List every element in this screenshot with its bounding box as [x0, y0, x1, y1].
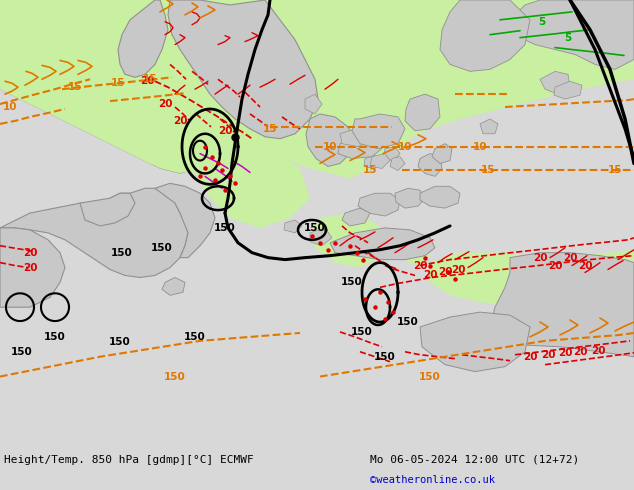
Polygon shape — [554, 81, 582, 99]
Polygon shape — [80, 193, 135, 226]
Polygon shape — [0, 0, 420, 173]
Polygon shape — [430, 250, 634, 317]
Polygon shape — [306, 114, 355, 167]
Polygon shape — [390, 157, 405, 171]
Text: ©weatheronline.co.uk: ©weatheronline.co.uk — [370, 475, 495, 485]
Text: 150: 150 — [11, 347, 33, 357]
Polygon shape — [440, 0, 530, 72]
Text: 10: 10 — [323, 142, 337, 151]
Text: 20: 20 — [172, 116, 187, 126]
Polygon shape — [390, 233, 415, 253]
Text: 15: 15 — [262, 124, 277, 134]
Text: 20: 20 — [23, 247, 37, 258]
Polygon shape — [364, 155, 382, 169]
Text: 20: 20 — [533, 253, 547, 263]
Text: 20: 20 — [548, 261, 562, 270]
Polygon shape — [310, 228, 332, 246]
Text: 150: 150 — [397, 317, 419, 327]
Polygon shape — [418, 153, 442, 176]
Polygon shape — [480, 119, 498, 134]
Polygon shape — [395, 188, 425, 208]
Text: 150: 150 — [164, 371, 186, 382]
Text: 150: 150 — [184, 332, 206, 342]
Text: 150: 150 — [304, 223, 326, 233]
Text: 15: 15 — [111, 78, 126, 88]
Text: 15: 15 — [608, 166, 622, 175]
Polygon shape — [352, 114, 405, 148]
Polygon shape — [358, 193, 400, 216]
Polygon shape — [0, 0, 634, 178]
Text: 150: 150 — [374, 352, 396, 362]
Polygon shape — [0, 228, 65, 307]
Text: 150: 150 — [214, 223, 236, 233]
Text: 20: 20 — [578, 261, 592, 270]
Polygon shape — [155, 183, 215, 258]
Polygon shape — [420, 186, 460, 208]
Polygon shape — [0, 188, 188, 277]
Text: Height/Temp. 850 hPa [gdmp][°C] ECMWF: Height/Temp. 850 hPa [gdmp][°C] ECMWF — [4, 455, 254, 465]
Polygon shape — [162, 277, 185, 295]
Polygon shape — [490, 253, 634, 357]
Text: 10: 10 — [398, 142, 412, 151]
Text: 20: 20 — [591, 346, 605, 356]
Text: 5: 5 — [538, 17, 546, 27]
Text: 20: 20 — [217, 126, 232, 136]
Text: 20: 20 — [451, 265, 465, 274]
Polygon shape — [405, 246, 430, 266]
Polygon shape — [330, 228, 435, 260]
Text: 150: 150 — [341, 277, 363, 288]
Text: 20: 20 — [563, 253, 577, 263]
Text: 10: 10 — [473, 142, 488, 151]
Text: 20: 20 — [413, 261, 427, 270]
Text: 20: 20 — [139, 76, 154, 86]
Text: 10: 10 — [3, 102, 17, 112]
Text: 150: 150 — [44, 332, 66, 342]
Text: 20: 20 — [23, 263, 37, 272]
Polygon shape — [340, 129, 370, 147]
Polygon shape — [342, 208, 370, 226]
Text: 150: 150 — [419, 371, 441, 382]
Text: 20: 20 — [523, 352, 537, 362]
Text: 150: 150 — [111, 247, 133, 258]
Text: 150: 150 — [151, 243, 173, 253]
Text: 20: 20 — [558, 348, 573, 358]
Polygon shape — [118, 0, 168, 77]
Text: 20: 20 — [423, 270, 437, 280]
Text: 15: 15 — [68, 82, 82, 92]
Text: 15: 15 — [481, 166, 495, 175]
Text: 150: 150 — [351, 327, 373, 337]
Polygon shape — [432, 144, 452, 164]
Text: 5: 5 — [564, 33, 572, 43]
Text: 20: 20 — [437, 268, 452, 277]
Polygon shape — [420, 312, 530, 371]
Polygon shape — [383, 147, 400, 161]
Polygon shape — [195, 139, 310, 228]
Polygon shape — [305, 94, 322, 114]
Polygon shape — [338, 139, 382, 159]
Text: 15: 15 — [363, 166, 377, 175]
Polygon shape — [370, 153, 390, 169]
Polygon shape — [168, 0, 318, 139]
Text: Mo 06-05-2024 12:00 UTC (12+72): Mo 06-05-2024 12:00 UTC (12+72) — [370, 455, 579, 465]
Polygon shape — [310, 213, 390, 268]
Polygon shape — [284, 220, 302, 233]
Text: 150: 150 — [109, 337, 131, 347]
Text: 20: 20 — [158, 99, 172, 109]
Polygon shape — [510, 0, 634, 70]
Polygon shape — [540, 72, 570, 94]
Polygon shape — [405, 94, 440, 131]
Text: 20: 20 — [541, 350, 555, 360]
Text: 20: 20 — [573, 347, 587, 357]
Text: 15: 15 — [143, 74, 157, 84]
